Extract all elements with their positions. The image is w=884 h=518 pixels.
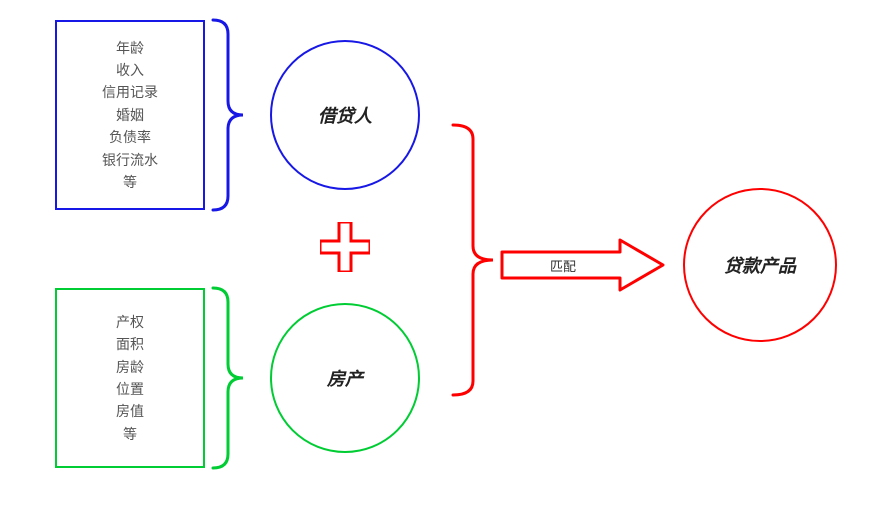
attribute-item: 产权: [116, 311, 144, 333]
product-circle-label: 贷款产品: [724, 252, 796, 278]
attribute-item: 信用记录: [102, 81, 158, 103]
borrower-attributes-box: 年龄收入信用记录婚姻负债率银行流水等: [55, 20, 205, 210]
attribute-item: 银行流水: [102, 149, 158, 171]
property-circle: 房产: [270, 303, 420, 453]
attribute-item: 位置: [116, 378, 144, 400]
attribute-item: 面积: [116, 333, 144, 355]
attribute-item: 婚姻: [116, 104, 144, 126]
borrower-circle: 借贷人: [270, 40, 420, 190]
attribute-item: 年龄: [116, 37, 144, 59]
match-arrow-label: 匹配: [508, 256, 618, 275]
attribute-item: 等: [123, 171, 137, 193]
property-attributes-box: 产权面积房龄位置房值等: [55, 288, 205, 468]
brace-property: [210, 285, 246, 471]
brace-borrower: [210, 17, 246, 213]
brace-combine: [450, 122, 496, 398]
attribute-item: 房值: [116, 400, 144, 422]
attribute-item: 等: [123, 423, 137, 445]
borrower-circle-label: 借贷人: [318, 102, 372, 128]
attribute-item: 收入: [116, 59, 144, 81]
plus-icon: [320, 222, 370, 272]
property-circle-label: 房产: [327, 365, 363, 391]
product-circle: 贷款产品: [683, 188, 837, 342]
attribute-item: 负债率: [109, 126, 151, 148]
attribute-item: 房龄: [116, 356, 144, 378]
